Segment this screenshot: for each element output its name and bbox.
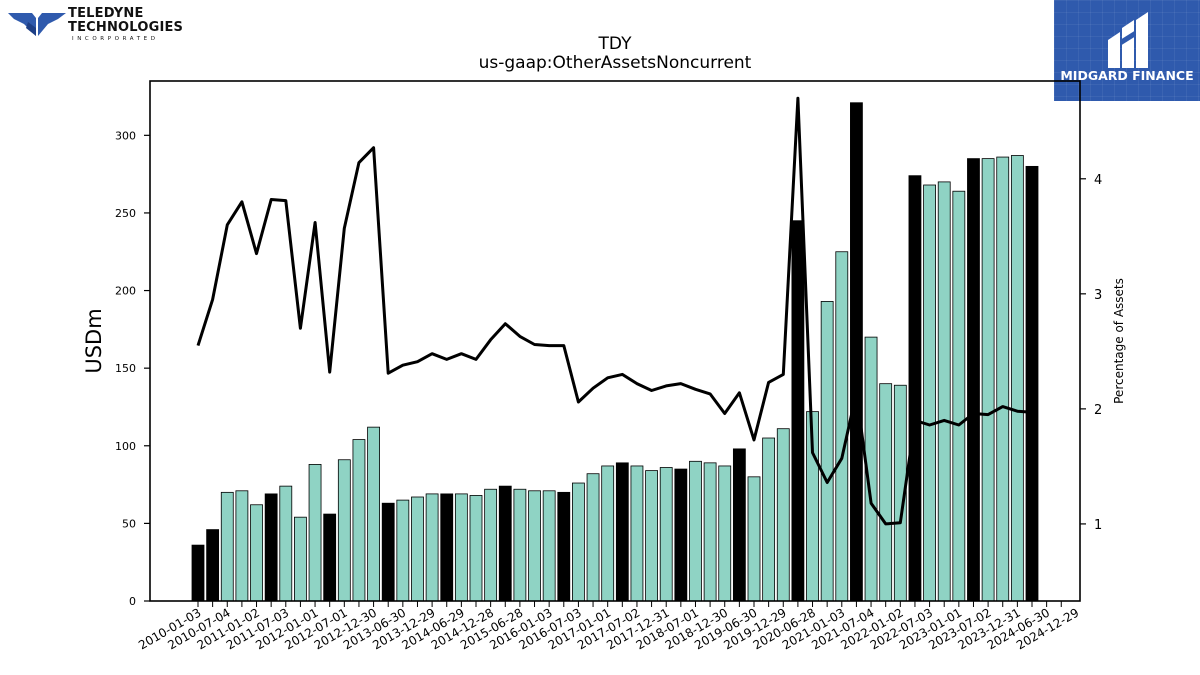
bar-series xyxy=(191,102,1039,602)
bar xyxy=(630,465,644,602)
bar xyxy=(937,181,951,602)
chart-title: TDY xyxy=(598,34,633,54)
midgard-label: MIDGARD FINANCE xyxy=(1060,68,1194,83)
midgard-finance-logo: MIDGARD FINANCE xyxy=(1054,0,1200,101)
percentage-line xyxy=(196,96,1033,526)
bar xyxy=(850,102,863,602)
bar xyxy=(337,459,351,602)
bar xyxy=(279,485,293,602)
bar xyxy=(879,383,893,602)
bar xyxy=(264,493,278,602)
y2-tick-label: 2 xyxy=(1094,403,1102,418)
bar xyxy=(513,488,527,602)
bar xyxy=(967,158,980,602)
y-tick-label: 50 xyxy=(122,517,136,530)
y-tick-label: 200 xyxy=(115,285,136,298)
bar xyxy=(1025,165,1039,602)
bar xyxy=(908,175,922,602)
bar xyxy=(747,476,761,602)
bar xyxy=(381,502,395,602)
y-tick-label: 250 xyxy=(115,207,136,220)
y-tick-label: 0 xyxy=(129,595,136,608)
bar xyxy=(294,516,307,602)
bar xyxy=(791,220,805,602)
bar xyxy=(206,529,220,602)
y2-tick-label: 4 xyxy=(1094,173,1102,188)
bar xyxy=(191,544,205,602)
bar xyxy=(235,490,249,602)
bar xyxy=(542,490,556,602)
bar xyxy=(572,482,585,602)
bar xyxy=(762,437,776,602)
teledyne-word: TELEDYNE xyxy=(68,6,144,21)
bar xyxy=(923,184,936,602)
teledyne-logo: TELEDYNE TECHNOLOGIES INCORPORATED xyxy=(6,6,184,48)
line-series xyxy=(196,96,1033,526)
technologies-word: TECHNOLOGIES xyxy=(68,20,184,35)
chart-subtitle: us-gaap:OtherAssetsNoncurrent xyxy=(479,53,752,73)
bar xyxy=(250,504,263,602)
bar xyxy=(484,488,498,602)
y-axis-label: USDm xyxy=(82,308,106,373)
y2-axis-label: Percentage of Assets xyxy=(1112,278,1126,404)
bar xyxy=(718,465,732,602)
incorporated-word: INCORPORATED xyxy=(72,36,159,42)
bar xyxy=(732,448,746,602)
plot-frame xyxy=(149,80,1081,602)
bar xyxy=(498,485,512,602)
bar xyxy=(586,473,600,602)
bar xyxy=(396,499,410,602)
bar xyxy=(996,156,1010,602)
bar xyxy=(425,493,439,602)
y-tick-label: 300 xyxy=(115,129,136,142)
bar xyxy=(367,426,380,602)
y2-tick-label: 1 xyxy=(1094,518,1102,533)
bar xyxy=(528,490,541,602)
bar xyxy=(689,460,702,602)
bar xyxy=(557,491,571,602)
bar xyxy=(674,468,688,602)
bar xyxy=(645,470,658,602)
y-tick-label: 100 xyxy=(115,440,136,453)
bar xyxy=(308,464,322,602)
bar xyxy=(615,462,629,602)
bar xyxy=(323,513,337,602)
bar xyxy=(981,158,995,602)
bar xyxy=(220,491,234,602)
midgard-emblem-icon xyxy=(1108,12,1148,68)
bar xyxy=(835,251,849,602)
teledyne-emblem-icon xyxy=(8,13,66,36)
bar xyxy=(454,493,468,602)
y2-tick-label: 3 xyxy=(1094,288,1102,303)
bar xyxy=(1010,155,1024,602)
bar xyxy=(440,493,454,602)
bar xyxy=(659,467,673,602)
y-tick-label: 150 xyxy=(115,362,136,375)
bar xyxy=(776,428,790,602)
bar xyxy=(952,190,966,602)
bar xyxy=(469,495,483,602)
bar xyxy=(352,439,366,602)
bar xyxy=(601,465,615,602)
bar xyxy=(703,462,717,602)
bar xyxy=(820,301,834,602)
bar xyxy=(411,496,424,602)
